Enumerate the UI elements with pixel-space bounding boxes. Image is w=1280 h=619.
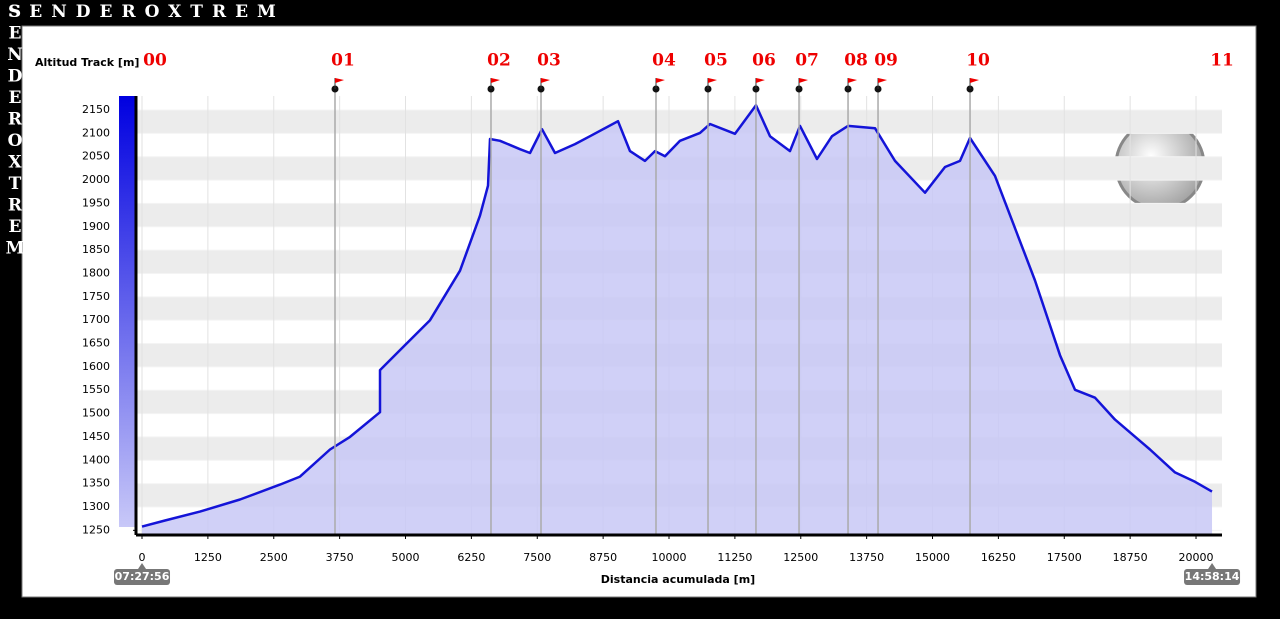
flag (708, 78, 718, 83)
flag (490, 78, 500, 83)
flag (541, 78, 551, 83)
x-tick-label: 18750 (1113, 551, 1148, 564)
waypoint-label: 05 (704, 51, 728, 71)
waypoint-label: 06 (752, 51, 776, 71)
waypoint-label: 02 (487, 51, 511, 71)
x-axis-label: Distancia acumulada [m] (601, 573, 755, 586)
y-tick-label: 2000 (82, 173, 110, 186)
y-tick-label: 1950 (82, 196, 110, 209)
x-tick-label: 7500 (523, 551, 551, 564)
x-tick-label: 1250 (194, 551, 222, 564)
x-tick-label: 12500 (783, 551, 818, 564)
brand: SENDEROXTREM (8, 2, 285, 22)
time-box (1184, 569, 1241, 585)
waypoint-label: 10 (966, 51, 990, 71)
y-tick-label: 1800 (82, 266, 110, 279)
y-tick-label: 1850 (82, 243, 110, 256)
flag (878, 78, 888, 83)
flag (848, 78, 858, 83)
x-tick-label: 8750 (589, 551, 617, 564)
x-tick-label: 15000 (915, 551, 950, 564)
y-tick-label: 1350 (82, 477, 110, 490)
y-tick-label: 1300 (82, 500, 110, 513)
flag (655, 78, 665, 83)
waypoint-label: 00 (143, 51, 167, 71)
x-tick-label: 0 (139, 551, 146, 564)
area (142, 105, 1213, 536)
time-label: 07:27:56 (115, 570, 170, 583)
waypoint-label: 11 (1210, 51, 1234, 71)
x-tick-label: 10000 (652, 551, 687, 564)
y-tick-label: 1650 (82, 337, 110, 350)
waypoint-label: 08 (844, 51, 868, 71)
flag (334, 78, 344, 83)
x-tick-label: 5000 (392, 551, 420, 564)
waypoint-label: 01 (331, 51, 355, 71)
y-tick-label: 1700 (82, 313, 110, 326)
x-tick-label: 13750 (849, 551, 884, 564)
time-pointer (138, 563, 147, 569)
y-axis-label: Altitud Track [m] (35, 56, 139, 69)
x-tick-label: 16250 (981, 551, 1016, 564)
x-tick-label: 20000 (1179, 551, 1214, 564)
x-tick-label: 6250 (457, 551, 485, 564)
waypoint-label: 04 (652, 51, 676, 71)
x-tick-label: 17500 (1047, 551, 1082, 564)
y-tick-label: 1500 (82, 407, 110, 420)
x-tick-label: 11250 (717, 551, 752, 564)
altitude-bar (119, 96, 136, 527)
flag (970, 78, 980, 83)
y-tick-label: 1250 (82, 523, 110, 536)
waypoint-label: 03 (537, 51, 561, 71)
y-tick-label: 1450 (82, 430, 110, 443)
y-tick-label: 1900 (82, 220, 110, 233)
time-label: 14:58:14 (1185, 570, 1240, 583)
grid-band (136, 110, 1222, 134)
waypoint-label: 07 (795, 51, 819, 71)
y-tick-label: 2050 (82, 150, 110, 163)
waypoint-label: 09 (874, 51, 898, 71)
y-tick-label: 1750 (82, 290, 110, 303)
y-tick-label: 1400 (82, 453, 110, 466)
brand-vertical: SENDEROXTREM (5, 2, 25, 260)
y-tick-label: 2150 (82, 103, 110, 116)
time-pointer (1208, 563, 1217, 569)
flag (755, 78, 765, 83)
flag (799, 78, 809, 83)
y-tick-label: 1600 (82, 360, 110, 373)
line (141, 104, 1213, 528)
y-tick-label: 2100 (82, 126, 110, 139)
y-tick-label: 1550 (82, 383, 110, 396)
time-box (114, 569, 171, 585)
x-tick-label: 3750 (326, 551, 354, 564)
x-tick-label: 2500 (260, 551, 288, 564)
